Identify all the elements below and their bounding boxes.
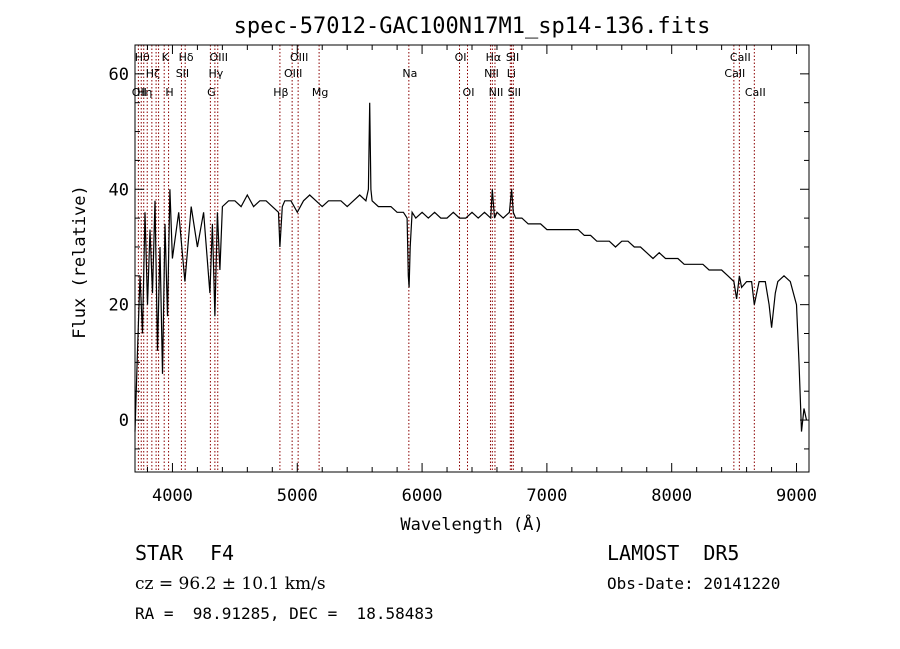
line-marker-label: CaII	[745, 86, 766, 99]
line-marker-label: OIII	[210, 51, 228, 64]
line-marker-label: SII	[506, 51, 519, 64]
y-tick-label: 60	[109, 65, 129, 85]
line-marker-label: Hδ	[179, 51, 194, 64]
line-marker-label: OIII	[284, 67, 302, 80]
line-marker-label: Hβ	[273, 86, 288, 99]
line-marker-label: Hζ	[146, 67, 160, 80]
line-marker-label: OII	[132, 86, 147, 99]
object-subclass: F4	[210, 541, 234, 565]
x-tick-label: 5000	[277, 486, 318, 506]
line-marker-label: Mg	[312, 86, 328, 99]
line-marker-label: OI	[463, 86, 475, 99]
obs-date: Obs-Date: 20141220	[607, 574, 780, 593]
line-marker-label: H	[165, 86, 173, 99]
line-marker-label: Hθ	[135, 51, 150, 64]
line-marker-label: K	[162, 51, 170, 64]
spectrum-series-line	[134, 102, 808, 432]
line-marker-label: Hγ	[208, 67, 223, 80]
coordinates: RA = 98.91285, DEC = 18.58483	[135, 604, 434, 623]
chart-title: spec-57012-GAC100N17M1_sp14-136.fits	[234, 14, 711, 39]
x-tick-label: 7000	[526, 486, 567, 506]
line-marker-label: Hη	[137, 86, 152, 99]
line-marker-label: CaII	[730, 51, 751, 64]
line-marker-label: NII	[484, 67, 499, 80]
line-marker-label: SII	[176, 67, 189, 80]
x-axis-label: Wavelength (Å)	[400, 513, 543, 535]
y-tick-label: 20	[109, 296, 129, 316]
object-class: STAR	[135, 541, 184, 565]
line-marker-label: OIII	[290, 51, 308, 64]
line-marker-label: SII	[508, 86, 521, 99]
y-ticks: 0 20 40 60	[109, 44, 809, 450]
series-layer	[134, 102, 808, 432]
x-tick-label: 8000	[651, 486, 692, 506]
x-ticks: 4000 5000 6000 7000 8000 9000	[146, 45, 817, 506]
line-marker-label: CaII	[724, 67, 745, 80]
survey-name: LAMOST DR5	[607, 541, 739, 565]
x-tick-label: 9000	[776, 486, 817, 506]
line-marker-label: OI	[455, 51, 467, 64]
y-axis-label: Flux (relative)	[70, 185, 90, 339]
y-tick-label: 0	[119, 411, 129, 431]
line-marker-label: G	[207, 86, 216, 99]
x-tick-label: 6000	[402, 486, 443, 506]
y-tick-label: 40	[109, 180, 129, 200]
line-marker-label: Na	[402, 67, 417, 80]
redshift-info: cz = 96.2 ± 10.1 km/s	[135, 574, 326, 594]
plot-frame	[134, 44, 810, 473]
line-marker-label: NII	[489, 86, 504, 99]
line-marker-label: Hα	[486, 51, 502, 64]
x-tick-label: 4000	[152, 486, 193, 506]
